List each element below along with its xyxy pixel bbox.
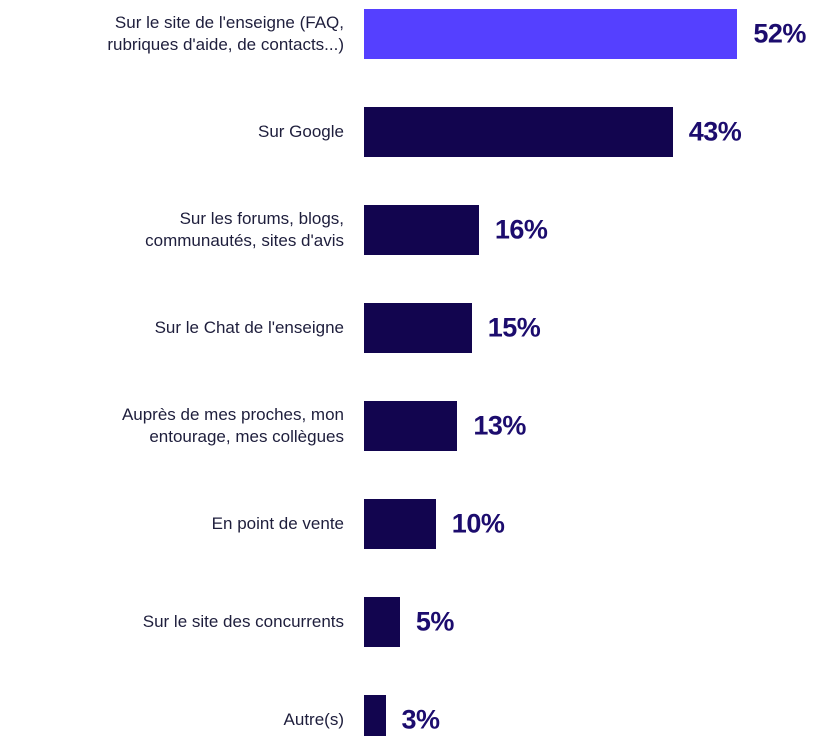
value-label: 15%	[487, 312, 541, 343]
bar	[364, 9, 738, 59]
value-label: 5%	[415, 606, 455, 637]
category-label: Sur le site de l'enseigne (FAQ, rubrique…	[107, 13, 344, 54]
bar	[364, 205, 479, 255]
value-label: 43%	[688, 116, 742, 147]
value-label: 52%	[753, 18, 806, 49]
category-label: Auprès de mes proches, mon entourage, me…	[121, 405, 344, 446]
category-label: Autre(s)	[283, 710, 344, 729]
category-label: En point de vente	[211, 514, 344, 533]
value-label: 13%	[473, 410, 526, 441]
bar	[364, 107, 673, 157]
value-label: 3%	[401, 704, 441, 735]
bar	[364, 695, 386, 736]
category-label: Sur le Chat de l'enseigne	[154, 318, 344, 337]
value-label: 16%	[494, 214, 548, 245]
value-label: 10%	[451, 508, 505, 539]
bar	[364, 597, 400, 647]
bar	[364, 499, 436, 549]
category-label: Sur le site des concurrents	[142, 612, 344, 631]
bar	[364, 401, 458, 451]
category-label: Sur les forums, blogs, communautés, site…	[145, 209, 344, 250]
category-label: Sur Google	[258, 122, 344, 141]
bar	[364, 303, 472, 353]
